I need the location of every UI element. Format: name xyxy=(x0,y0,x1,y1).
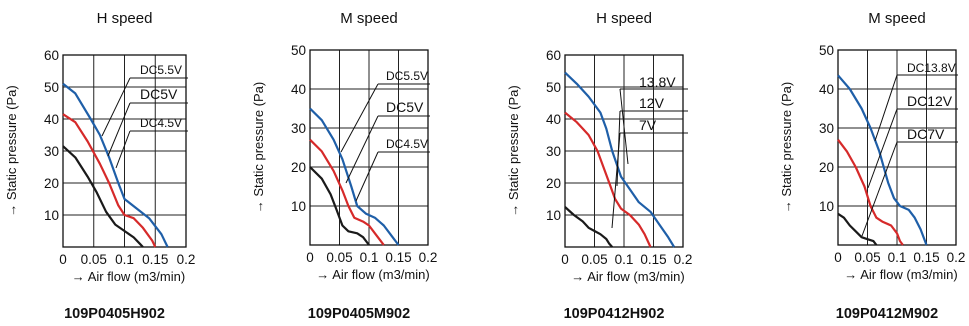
x-tick-label: 0.05 xyxy=(326,250,352,265)
chart-title: M speed xyxy=(340,10,398,27)
y-tick-label: 10 xyxy=(819,199,834,214)
y-tick-label: 60 xyxy=(546,48,561,63)
y-tick-label: 50 xyxy=(291,43,306,58)
y-tick-label: 20 xyxy=(819,160,834,175)
y-tick-label: 60 xyxy=(44,48,59,63)
y-axis-label: → Static pressure (Pa) xyxy=(251,82,266,214)
series-label: 7V xyxy=(639,117,657,133)
series-line-2 xyxy=(564,111,652,248)
x-axis-label: → Air flow (m3/min) xyxy=(571,269,684,284)
series-label: DC4.5V xyxy=(140,116,182,130)
x-tick-label: 0.05 xyxy=(81,252,107,267)
x-tick-label: 0.2 xyxy=(674,252,693,267)
y-tick-label: 30 xyxy=(819,121,834,136)
legend-leader-line xyxy=(611,132,621,229)
x-tick-label: 0.1 xyxy=(115,252,134,267)
y-tick-label: 40 xyxy=(546,112,561,127)
series-label: DC13.8V xyxy=(907,61,956,75)
x-tick-label: 0.15 xyxy=(142,252,168,267)
series-line-1 xyxy=(837,74,928,246)
y-tick-label: 40 xyxy=(44,112,59,127)
x-tick-label: 0.05 xyxy=(581,252,607,267)
y-tick-label: 20 xyxy=(44,176,59,191)
series-line-3 xyxy=(564,206,614,248)
legend-leader-line xyxy=(107,102,131,157)
x-tick-label: 0.2 xyxy=(419,250,438,265)
x-tick-label: 0.2 xyxy=(177,252,196,267)
y-tick-label: 50 xyxy=(546,80,561,95)
series-label: DC12V xyxy=(907,93,953,109)
legend-leader-line xyxy=(861,141,898,237)
x-axis-label: → Air flow (m3/min) xyxy=(72,269,185,284)
plot-frame xyxy=(837,49,957,246)
x-tick-label: 0.1 xyxy=(888,250,907,265)
legend-leader-line xyxy=(874,74,898,142)
x-tick-label: 0.1 xyxy=(360,250,379,265)
chart-title: H speed xyxy=(97,10,153,27)
y-tick-label: 10 xyxy=(291,199,306,214)
series-line-2 xyxy=(62,113,157,248)
series-label: DC5V xyxy=(140,86,178,102)
series-label: DC7V xyxy=(907,126,945,142)
x-tick-label: 0.05 xyxy=(854,250,880,265)
legend-leader-line xyxy=(867,108,898,189)
series-line-3 xyxy=(62,145,144,248)
model-name: 109P0412M902 xyxy=(836,306,938,322)
y-tick-label: 40 xyxy=(291,82,306,97)
series-label: 12V xyxy=(639,95,665,111)
series-line-1 xyxy=(309,107,400,246)
series-line-1 xyxy=(564,71,676,248)
y-tick-label: 10 xyxy=(44,208,59,223)
y-tick-label: 30 xyxy=(291,121,306,136)
y-axis-label: → Static pressure (Pa) xyxy=(4,85,19,217)
x-axis-label: → Air flow (m3/min) xyxy=(844,267,957,282)
y-tick-label: 50 xyxy=(819,43,834,58)
legend-leader-line xyxy=(101,77,131,137)
model-name: 109P0412H902 xyxy=(564,306,665,322)
series-label: DC5.5V xyxy=(386,69,428,83)
x-tick-label: 0 xyxy=(834,250,842,265)
x-tick-label: 0.15 xyxy=(640,252,666,267)
legend-leader-line xyxy=(345,115,379,184)
legend-leader-line xyxy=(619,88,629,165)
x-tick-label: 0.15 xyxy=(913,250,939,265)
y-tick-label: 30 xyxy=(546,144,561,159)
x-axis-label: → Air flow (m3/min) xyxy=(316,267,429,282)
y-tick-label: 30 xyxy=(44,144,59,159)
legend-leader-line xyxy=(355,151,379,202)
plot-frame xyxy=(564,54,684,248)
y-tick-label: 50 xyxy=(44,80,59,95)
legend-leader-line xyxy=(340,83,379,153)
y-axis-label: → Static pressure (Pa) xyxy=(506,85,521,217)
series-line-1 xyxy=(62,82,169,248)
series-line-3 xyxy=(837,212,878,246)
series-label: DC5V xyxy=(386,99,424,115)
legend-leader-line xyxy=(115,130,131,169)
y-tick-label: 10 xyxy=(546,208,561,223)
series-line-2 xyxy=(837,139,904,246)
x-tick-label: 0 xyxy=(59,252,67,267)
series-line-3 xyxy=(309,166,370,246)
chart-title: H speed xyxy=(596,10,652,27)
chart-title: M speed xyxy=(868,10,926,27)
series-label: 13.8V xyxy=(639,74,676,90)
series-label: DC4.5V xyxy=(386,137,428,151)
series-line-2 xyxy=(309,138,385,246)
model-name: 109P0405M902 xyxy=(308,306,410,322)
model-name: 109P0405H902 xyxy=(64,306,165,322)
y-tick-label: 20 xyxy=(546,176,561,191)
y-tick-label: 40 xyxy=(819,82,834,97)
x-tick-label: 0.1 xyxy=(615,252,634,267)
plot-frame xyxy=(62,54,187,248)
y-tick-label: 20 xyxy=(291,160,306,175)
x-tick-label: 0 xyxy=(561,252,569,267)
series-label: DC5.5V xyxy=(140,63,182,77)
x-tick-label: 0.15 xyxy=(385,250,411,265)
x-tick-label: 0 xyxy=(306,250,314,265)
x-tick-label: 0.2 xyxy=(947,250,966,265)
y-axis-label: → Static pressure (Pa) xyxy=(779,82,794,214)
